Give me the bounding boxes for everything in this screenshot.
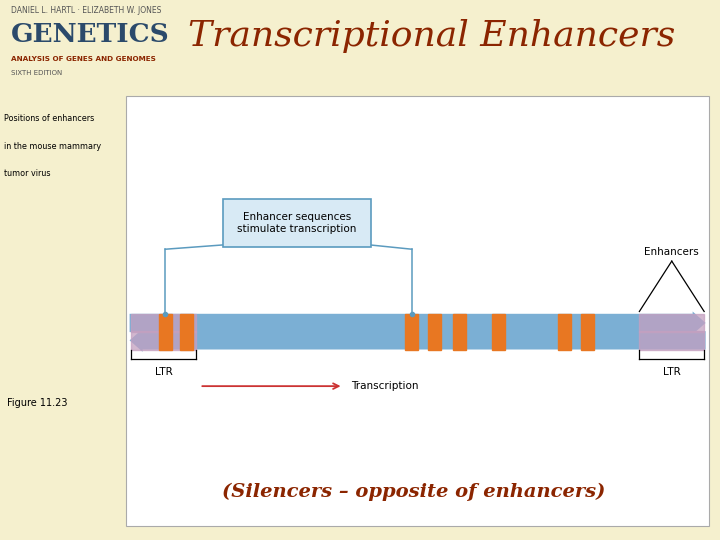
Text: Figure 11.23: Figure 11.23 (7, 397, 68, 408)
FancyBboxPatch shape (126, 96, 709, 526)
Text: Enhancers: Enhancers (644, 247, 699, 256)
Bar (131, 331, 196, 349)
Text: LTR: LTR (155, 367, 172, 377)
FancyArrow shape (130, 329, 706, 352)
Text: Positions of enhancers: Positions of enhancers (4, 114, 94, 123)
Bar (405, 314, 418, 349)
Bar (131, 314, 196, 332)
Text: LTR: LTR (663, 367, 680, 377)
Bar (639, 314, 704, 332)
Text: tumor virus: tumor virus (4, 169, 50, 178)
Text: Transcriptional Enhancers: Transcriptional Enhancers (189, 19, 675, 53)
Text: Enhancer sequences
stimulate transcription: Enhancer sequences stimulate transcripti… (238, 212, 356, 234)
Bar (581, 314, 594, 349)
Text: SIXTH EDITION: SIXTH EDITION (11, 70, 62, 76)
Text: ANALYSIS OF GENES AND GENOMES: ANALYSIS OF GENES AND GENOMES (11, 56, 156, 62)
Text: DANIEL L. HARTL · ELIZABETH W. JONES: DANIEL L. HARTL · ELIZABETH W. JONES (11, 6, 161, 16)
Text: (Silencers – opposite of enhancers): (Silencers – opposite of enhancers) (222, 483, 606, 501)
Text: GENETICS: GENETICS (11, 22, 169, 48)
Text: in the mouse mammary: in the mouse mammary (4, 141, 101, 151)
FancyBboxPatch shape (223, 199, 371, 247)
Bar (492, 314, 505, 349)
Bar (159, 314, 172, 349)
Bar (179, 314, 192, 349)
Bar (453, 314, 466, 349)
FancyArrow shape (130, 312, 706, 334)
Text: Transcription: Transcription (351, 381, 418, 391)
Bar (558, 314, 571, 349)
Bar (428, 314, 441, 349)
Bar (639, 331, 704, 349)
